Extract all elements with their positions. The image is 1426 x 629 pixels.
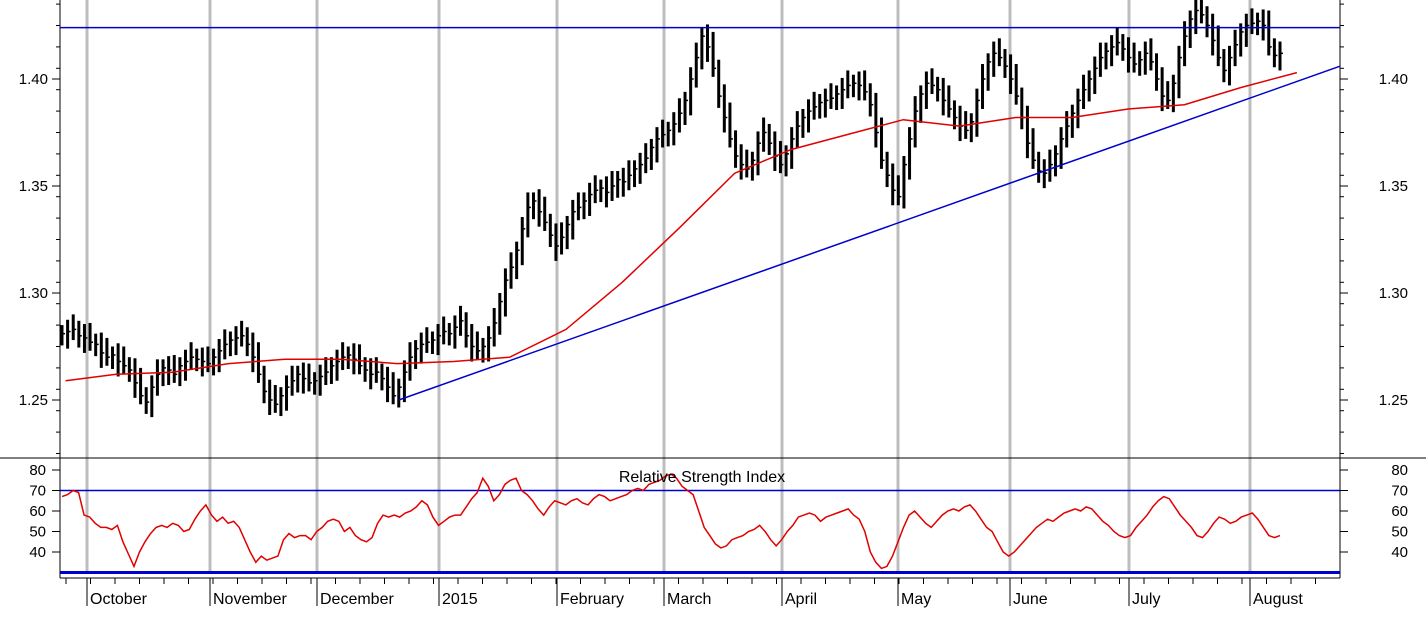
x-tick-label: November <box>213 591 287 608</box>
support-trendline <box>398 65 1341 401</box>
x-tick-label: February <box>560 591 624 608</box>
y-tick-label: 1.25 <box>1379 392 1408 409</box>
trend-lines <box>60 26 1341 401</box>
rsi-y-tick-label: 70 <box>29 483 46 500</box>
y-tick-label: 1.35 <box>1379 178 1408 195</box>
x-tick-label: December <box>320 591 394 608</box>
x-tick-label: July <box>1132 591 1160 608</box>
month-gridlines <box>85 0 1252 572</box>
rsi-y-tick-label: 50 <box>29 524 46 541</box>
rsi-y-tick-label: 60 <box>1391 503 1408 520</box>
y-tick-label: 1.40 <box>19 71 48 88</box>
rsi-y-tick-label: 60 <box>29 503 46 520</box>
rsi-line <box>61 473 1281 570</box>
moving-average <box>65 71 1298 382</box>
x-tick-label: August <box>1253 591 1303 608</box>
y-tick-label: 1.30 <box>19 285 48 302</box>
x-tick-label: 2015 <box>442 591 478 608</box>
x-tick-label: June <box>1013 591 1048 608</box>
rsi-title: Relative Strength Index <box>619 469 785 486</box>
x-tick-label: April <box>785 591 817 608</box>
rsi-y-tick-label: 50 <box>1391 524 1408 541</box>
y-tick-label: 1.35 <box>19 178 48 195</box>
y-axis-ticks: 1.25 1.25 1.30 1.30 1.35 1.35 1.40 1.40 <box>19 3 1408 454</box>
rsi-y-tick-label: 70 <box>1391 483 1408 500</box>
rsi-panel: 40 40 50 50 60 60 70 70 80 80 <box>29 462 1408 574</box>
rsi-y-tick-label: 80 <box>29 462 46 479</box>
y-tick-label: 1.40 <box>1379 71 1408 88</box>
chart-frame <box>0 0 1426 579</box>
price-bars <box>60 0 1283 418</box>
x-tick-label: October <box>90 591 148 608</box>
rsi-y-tick-label: 40 <box>1391 544 1408 561</box>
x-tick-label: March <box>667 591 711 608</box>
rsi-y-tick-label: 80 <box>1391 462 1408 479</box>
x-tick-label: May <box>901 591 931 608</box>
y-tick-label: 1.25 <box>19 392 48 409</box>
rsi-y-tick-label: 40 <box>29 544 46 561</box>
y-tick-label: 1.30 <box>1379 285 1408 302</box>
x-axis: October November December 2015 February March… <box>65 578 1316 608</box>
moving-average-line <box>65 71 1298 382</box>
